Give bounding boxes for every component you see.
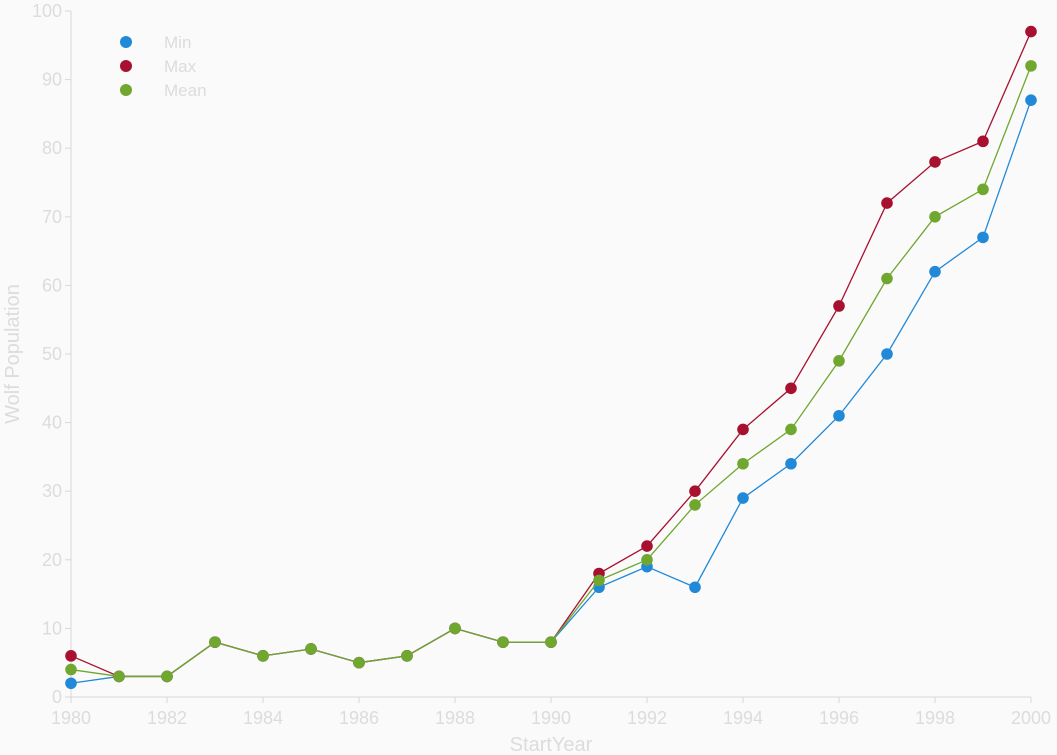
legend-marker-min — [120, 36, 132, 48]
legend-label-min: Min — [164, 33, 191, 52]
x-axis-ticks: 1980 1982 1984 1986 1988 1990 1992 1994 1996 1998… — [51, 697, 1051, 728]
x-tick-label: 1996 — [819, 708, 859, 728]
legend-label-max: Max — [164, 57, 197, 76]
series-group — [65, 25, 1037, 690]
data-point-mean[interactable] — [593, 574, 605, 587]
y-tick-label: 80 — [42, 138, 62, 158]
data-point-mean[interactable] — [401, 650, 413, 662]
data-point-min[interactable] — [1025, 94, 1037, 106]
series-line-min — [70, 99, 1032, 684]
data-point-mean[interactable] — [833, 355, 845, 367]
data-point-max[interactable] — [65, 650, 77, 662]
y-tick-label: 10 — [42, 618, 62, 638]
legend-marker-max — [120, 60, 132, 72]
data-point-mean[interactable] — [1025, 60, 1037, 72]
data-point-min[interactable] — [881, 348, 893, 360]
x-tick-label: 1986 — [339, 708, 379, 728]
data-point-max[interactable] — [929, 156, 941, 168]
data-point-mean[interactable] — [161, 670, 173, 683]
data-point-mean[interactable] — [929, 211, 941, 223]
series-mean — [65, 60, 1037, 683]
legend-item-max[interactable]: Max — [120, 57, 197, 76]
data-point-max[interactable] — [833, 300, 845, 312]
y-tick-label: 60 — [42, 275, 62, 295]
data-point-mean[interactable] — [113, 670, 125, 683]
data-point-mean[interactable] — [785, 423, 797, 436]
data-point-min[interactable] — [737, 492, 749, 504]
y-tick-label: 90 — [42, 70, 62, 90]
y-tick-label: 50 — [42, 344, 62, 364]
data-point-mean[interactable] — [881, 272, 893, 285]
data-point-min[interactable] — [929, 265, 941, 278]
y-tick-label: 0 — [52, 687, 62, 707]
x-tick-label: 1994 — [723, 708, 763, 728]
x-tick-label: 1984 — [243, 708, 283, 728]
legend[interactable]: Min Max Mean — [120, 33, 207, 100]
data-point-max[interactable] — [977, 135, 989, 148]
x-axis-label: StartYear — [510, 734, 593, 755]
data-point-mean[interactable] — [257, 650, 269, 662]
data-point-mean[interactable] — [545, 636, 557, 648]
data-point-min[interactable] — [977, 231, 989, 244]
data-point-mean[interactable] — [689, 499, 701, 511]
data-point-min[interactable] — [65, 677, 77, 690]
data-point-mean[interactable] — [977, 183, 989, 196]
data-point-mean[interactable] — [305, 643, 317, 655]
legend-label-mean: Mean — [164, 81, 207, 100]
y-tick-label: 100 — [32, 1, 62, 21]
x-tick-label: 1982 — [147, 708, 187, 728]
data-point-mean[interactable] — [737, 457, 749, 470]
series-line-mean — [70, 65, 1032, 678]
data-point-min[interactable] — [833, 409, 845, 422]
data-point-mean[interactable] — [497, 636, 509, 648]
x-tick-label: 1992 — [627, 708, 667, 728]
data-point-max[interactable] — [641, 540, 653, 552]
data-point-max[interactable] — [689, 485, 701, 498]
y-axis-ticks: 0 10 20 30 40 50 60 70 80 90 100 — [32, 1, 71, 707]
data-point-mean[interactable] — [353, 656, 365, 669]
data-point-max[interactable] — [881, 197, 893, 209]
y-tick-label: 70 — [42, 207, 62, 227]
y-tick-label: 40 — [42, 413, 62, 433]
x-tick-label: 1988 — [435, 708, 475, 728]
data-point-max[interactable] — [785, 382, 797, 395]
x-tick-label: 1998 — [915, 708, 955, 728]
legend-marker-mean — [120, 84, 132, 96]
x-tick-label: 1990 — [531, 708, 571, 728]
data-point-mean[interactable] — [209, 636, 221, 648]
x-tick-label: 2000 — [1011, 708, 1051, 728]
y-tick-label: 20 — [42, 550, 62, 570]
data-point-mean[interactable] — [65, 663, 77, 676]
series-min — [65, 94, 1037, 690]
y-tick-label: 30 — [42, 481, 62, 501]
x-tick-label: 1980 — [51, 708, 91, 728]
data-point-max[interactable] — [1025, 25, 1037, 38]
legend-item-mean[interactable]: Mean — [120, 81, 207, 100]
data-point-max[interactable] — [737, 423, 749, 436]
y-axis-label: Wolf Population — [2, 284, 24, 424]
data-point-mean[interactable] — [641, 554, 653, 566]
legend-item-min[interactable]: Min — [120, 33, 191, 52]
data-point-min[interactable] — [785, 457, 797, 470]
data-point-mean[interactable] — [449, 622, 461, 635]
data-point-min[interactable] — [689, 581, 701, 594]
